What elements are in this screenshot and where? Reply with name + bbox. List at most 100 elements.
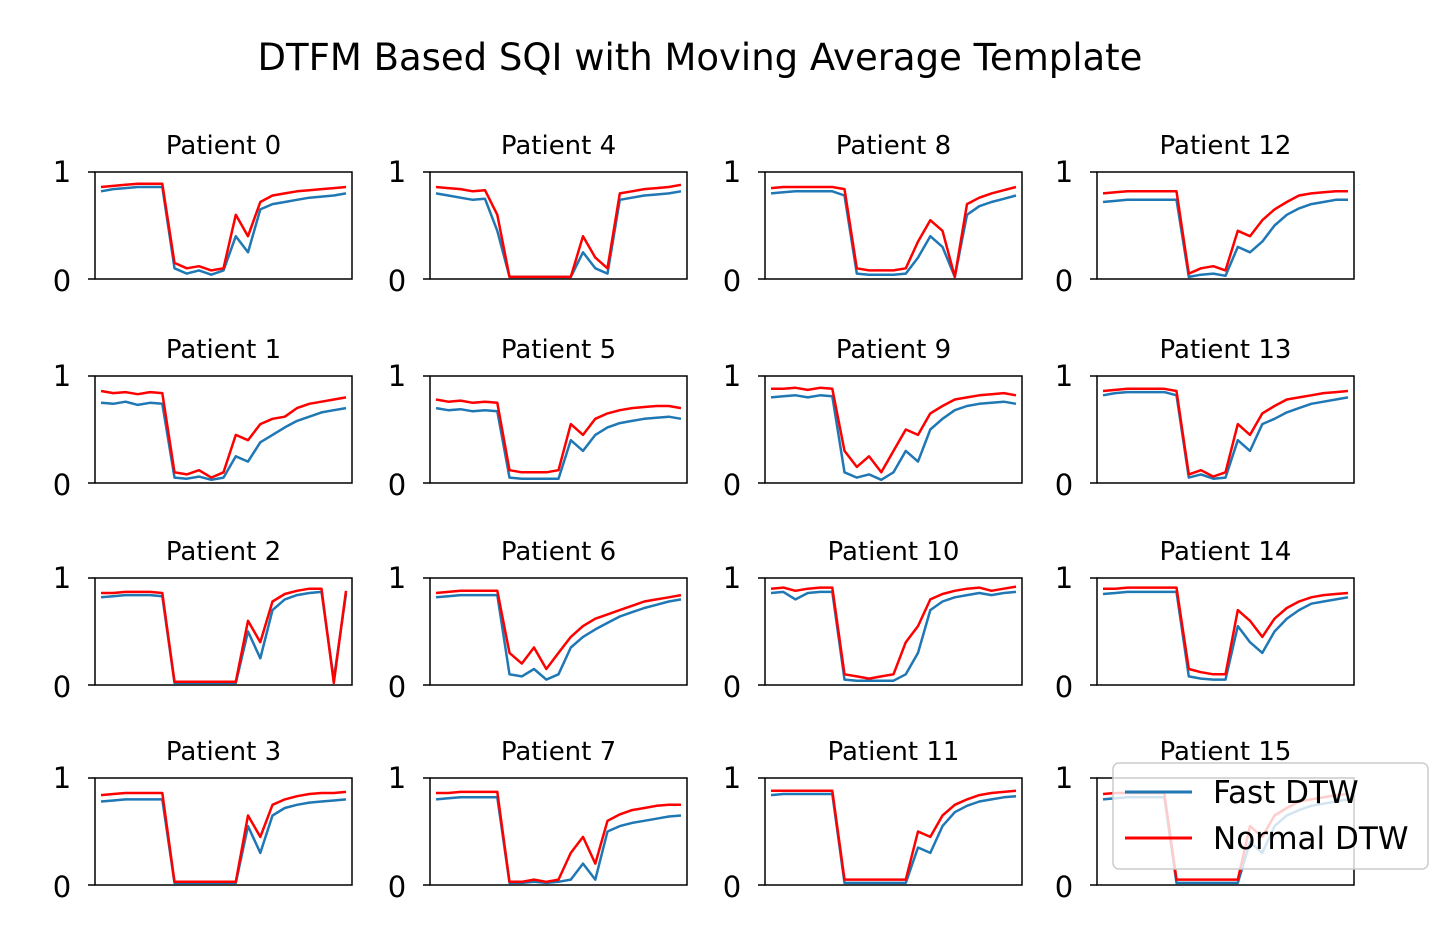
y-tick-label: 0 (388, 870, 406, 904)
y-tick-label: 0 (723, 468, 741, 502)
panel-title: Patient 15 (1160, 737, 1292, 767)
series-line-fast-dtw (1102, 198, 1348, 279)
y-tick-label: 1 (1055, 761, 1073, 795)
y-tick-label: 0 (53, 468, 71, 502)
series-line-normal-dtw (1102, 190, 1348, 275)
panel-title: Patient 4 (501, 131, 616, 161)
panel-title: Patient 1 (166, 335, 281, 365)
panel-title: Patient 13 (1160, 335, 1292, 365)
y-tick-label: 1 (1055, 155, 1073, 189)
y-tick-label: 0 (1055, 264, 1073, 298)
series-line-normal-dtw (100, 389, 347, 479)
panel-title: Patient 10 (828, 537, 960, 567)
series-line-fast-dtw (100, 185, 347, 276)
panel-axes-frame (94, 577, 353, 686)
y-tick-label: 1 (723, 155, 741, 189)
legend-box (1112, 762, 1429, 870)
y-tick-label: 1 (388, 561, 406, 595)
y-tick-label: 1 (388, 359, 406, 393)
series-line-normal-dtw (435, 589, 682, 671)
series-line-fast-dtw (770, 590, 1017, 682)
y-tick-label: 0 (388, 264, 406, 298)
series-line-fast-dtw (770, 190, 1017, 279)
y-tick-label: 0 (1055, 870, 1073, 904)
panel-axes-frame (764, 375, 1023, 484)
panel-title: Patient 2 (166, 537, 281, 567)
panel-title: Patient 7 (501, 737, 616, 767)
series-line-normal-dtw (100, 182, 347, 272)
y-tick-label: 1 (723, 761, 741, 795)
panel-axes-frame (94, 375, 353, 484)
panel-title: Patient 12 (1160, 131, 1292, 161)
panel-title: Patient 6 (501, 537, 616, 567)
figure-title: DTFM Based SQI with Moving Average Templ… (258, 36, 1143, 79)
panel-title: Patient 14 (1160, 537, 1292, 567)
y-tick-label: 1 (388, 155, 406, 189)
series-line-normal-dtw (770, 585, 1017, 680)
panel-axes-frame (764, 777, 1023, 886)
series-line-normal-dtw (1102, 387, 1349, 478)
panel-axes-frame (429, 375, 688, 484)
y-tick-label: 0 (1055, 670, 1073, 704)
series-line-normal-dtw (435, 183, 682, 279)
panel-axes-frame (429, 171, 688, 280)
panel-9: Patient 9 1 0 (723, 335, 1023, 502)
panel-title: Patient 3 (166, 737, 281, 767)
series-line-normal-dtw (100, 790, 347, 884)
panel-7: Patient 7 1 0 (388, 737, 688, 904)
series-line-normal-dtw (436, 790, 681, 884)
panel-title: Patient 11 (828, 737, 960, 767)
series-line-normal-dtw (101, 587, 348, 685)
y-tick-label: 0 (53, 670, 71, 704)
panel-1: Patient 1 1 0 (53, 335, 353, 502)
series-line-fast-dtw (435, 796, 682, 885)
series-line-fast-dtw (435, 406, 682, 480)
y-tick-label: 1 (1055, 561, 1073, 595)
panel-11: Patient 11 1 0 (723, 737, 1023, 904)
series-line-normal-dtw (771, 386, 1017, 474)
series-line-fast-dtw (770, 792, 1017, 885)
panel-8: Patient 8 1 0 (723, 131, 1023, 298)
panel-title: Patient 5 (501, 335, 616, 365)
panel-axes-frame (764, 171, 1023, 280)
y-tick-label: 0 (388, 670, 406, 704)
series-line-fast-dtw (435, 593, 682, 681)
series-line-fast-dtw (1102, 590, 1349, 681)
y-tick-label: 0 (723, 670, 741, 704)
panel-axes-frame (1096, 375, 1355, 484)
panel-2: Patient 2 1 0 (53, 537, 353, 704)
panel-axes-frame (94, 777, 353, 886)
series-line-fast-dtw (100, 400, 347, 482)
panel-14: Patient 14 1 0 (1055, 537, 1355, 704)
panel-title: Patient 8 (836, 131, 951, 161)
panel-axes-frame (429, 777, 688, 886)
y-tick-label: 1 (1055, 359, 1073, 393)
legend-label-normal-dtw: Normal DTW (1213, 821, 1408, 857)
legend-label-fast-dtw: Fast DTW (1213, 775, 1359, 811)
y-tick-label: 1 (723, 561, 741, 595)
series-line-normal-dtw (771, 789, 1017, 881)
y-tick-label: 1 (388, 761, 406, 795)
series-line-normal-dtw (435, 398, 682, 474)
y-tick-label: 0 (53, 264, 71, 298)
y-tick-label: 0 (723, 264, 741, 298)
panel-4: Patient 4 1 0 (388, 131, 688, 298)
series-line-normal-dtw (1103, 586, 1349, 676)
y-tick-label: 0 (1055, 468, 1073, 502)
y-tick-label: 1 (53, 561, 71, 595)
y-tick-label: 0 (723, 870, 741, 904)
y-tick-label: 1 (53, 155, 71, 189)
y-tick-label: 1 (53, 359, 71, 393)
series-line-fast-dtw (770, 394, 1017, 482)
y-tick-label: 1 (53, 761, 71, 795)
panel-axes-frame (94, 171, 353, 280)
legend: Fast DTW Normal DTW (1112, 762, 1429, 870)
panel-0: Patient 0 1 0 (53, 131, 353, 298)
panel-axes-frame (1096, 171, 1355, 280)
y-tick-label: 1 (723, 359, 741, 393)
y-tick-label: 0 (53, 870, 71, 904)
panel-3: Patient 3 1 0 (53, 737, 353, 904)
series-line-normal-dtw (770, 185, 1017, 279)
